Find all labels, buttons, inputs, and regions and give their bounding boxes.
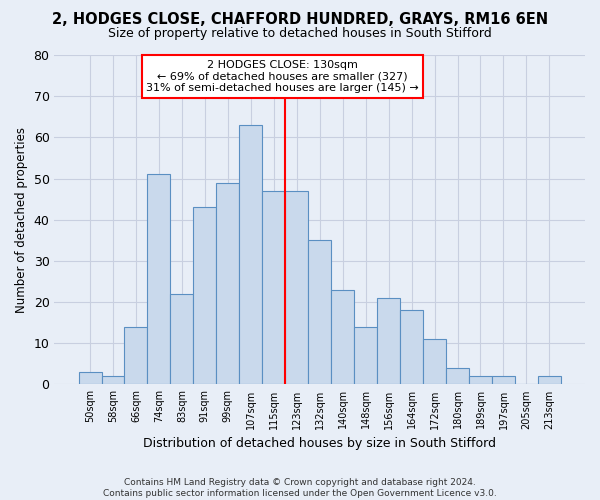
Bar bbox=[239, 125, 262, 384]
Bar bbox=[538, 376, 561, 384]
Bar bbox=[148, 174, 170, 384]
Bar bbox=[308, 240, 331, 384]
Bar bbox=[331, 290, 354, 384]
Bar bbox=[124, 327, 148, 384]
Bar bbox=[354, 327, 377, 384]
Bar bbox=[170, 294, 193, 384]
Text: 2 HODGES CLOSE: 130sqm
← 69% of detached houses are smaller (327)
31% of semi-de: 2 HODGES CLOSE: 130sqm ← 69% of detached… bbox=[146, 60, 419, 93]
Bar bbox=[400, 310, 423, 384]
Bar bbox=[446, 368, 469, 384]
Text: 2, HODGES CLOSE, CHAFFORD HUNDRED, GRAYS, RM16 6EN: 2, HODGES CLOSE, CHAFFORD HUNDRED, GRAYS… bbox=[52, 12, 548, 28]
Bar bbox=[377, 298, 400, 384]
X-axis label: Distribution of detached houses by size in South Stifford: Distribution of detached houses by size … bbox=[143, 437, 496, 450]
Bar bbox=[469, 376, 492, 384]
Bar bbox=[101, 376, 124, 384]
Text: Size of property relative to detached houses in South Stifford: Size of property relative to detached ho… bbox=[108, 28, 492, 40]
Text: Contains HM Land Registry data © Crown copyright and database right 2024.
Contai: Contains HM Land Registry data © Crown c… bbox=[103, 478, 497, 498]
Bar bbox=[285, 191, 308, 384]
Bar bbox=[79, 372, 101, 384]
Bar bbox=[492, 376, 515, 384]
Y-axis label: Number of detached properties: Number of detached properties bbox=[15, 126, 28, 312]
Bar bbox=[262, 191, 285, 384]
Bar bbox=[193, 208, 217, 384]
Bar bbox=[423, 339, 446, 384]
Bar bbox=[217, 182, 239, 384]
